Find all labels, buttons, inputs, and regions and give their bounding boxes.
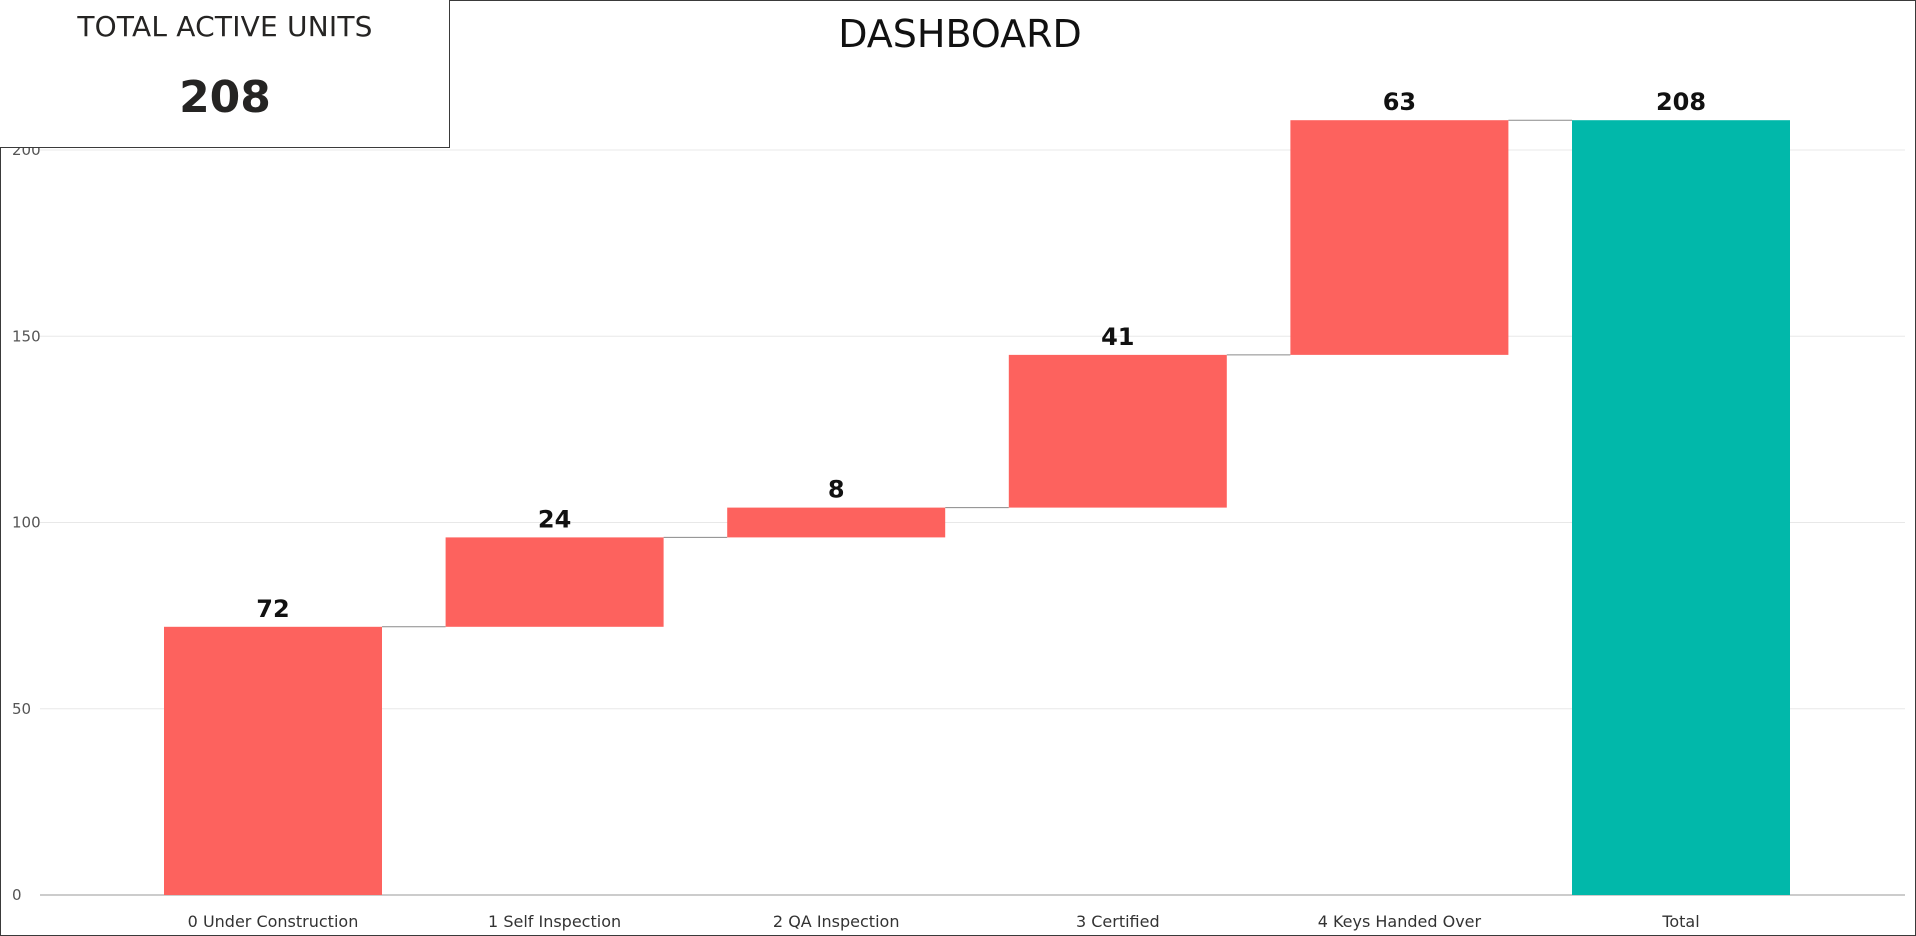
bar-total[interactable] <box>1572 120 1790 895</box>
kpi-card[interactable]: TOTAL ACTIVE UNITS 208 <box>0 0 450 148</box>
bar-increase[interactable] <box>727 508 945 538</box>
data-label: 208 <box>1656 88 1706 116</box>
data-label: 63 <box>1383 88 1416 116</box>
data-label: 72 <box>256 595 289 623</box>
x-category-label: 2 QA Inspection <box>773 912 900 931</box>
bar-increase[interactable] <box>1290 120 1508 355</box>
bar-increase[interactable] <box>446 537 664 626</box>
y-tick-label: 150 <box>12 327 41 345</box>
x-category-label: 0 Under Construction <box>188 912 359 931</box>
data-label: 24 <box>538 505 571 533</box>
data-label: 41 <box>1101 323 1134 351</box>
kpi-value: 208 <box>0 72 450 123</box>
x-category-label: 3 Certified <box>1076 912 1160 931</box>
y-tick-label: 100 <box>12 514 41 532</box>
x-axis: 0 Under Construction 1 Self Inspection 2 Q… <box>188 912 1700 931</box>
y-tick-label: 0 <box>12 886 22 904</box>
y-tick-label: 50 <box>12 700 31 718</box>
data-label: 8 <box>828 476 845 504</box>
kpi-title: TOTAL ACTIVE UNITS <box>0 10 450 43</box>
x-category-label: 1 Self Inspection <box>488 912 621 931</box>
bar-increase[interactable] <box>1009 355 1227 508</box>
x-category-label: 4 Keys Handed Over <box>1318 912 1482 931</box>
bar-increase[interactable] <box>164 627 382 895</box>
x-category-label: Total <box>1661 912 1699 931</box>
page-title: DASHBOARD <box>700 12 1220 56</box>
